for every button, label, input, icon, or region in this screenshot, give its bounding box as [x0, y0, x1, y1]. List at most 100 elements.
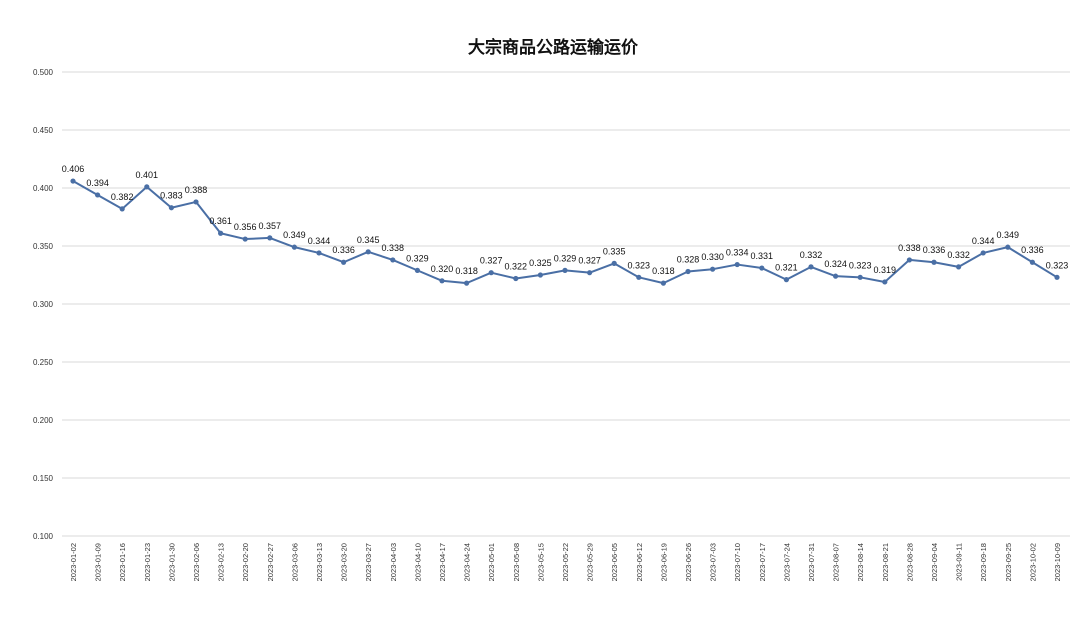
x-tick-label: 2023-08-14: [856, 543, 865, 581]
data-point: [611, 260, 617, 266]
data-point: [365, 249, 371, 255]
x-tick-label: 2023-05-15: [536, 543, 545, 581]
x-tick-label: 2023-07-24: [782, 543, 791, 581]
x-tick-label: 2023-02-13: [217, 543, 226, 581]
data-point: [562, 267, 568, 273]
data-point: [710, 266, 716, 272]
data-point: [439, 278, 445, 284]
data-label: 0.327: [578, 256, 601, 266]
y-axis: 0.100 0.150 0.200 0.250 0.300 0.350 0.400 0.450…: [33, 68, 54, 541]
data-label: 0.331: [751, 251, 774, 261]
data-point: [291, 244, 297, 250]
chart-title: 大宗商品公路运输运价: [468, 38, 638, 58]
y-tick-label: 0.100: [33, 532, 54, 541]
data-label: 0.318: [455, 266, 478, 276]
x-tick-label: 2023-07-17: [758, 543, 767, 581]
data-label: 0.344: [308, 236, 331, 246]
data-label: 0.383: [160, 191, 183, 201]
data-label: 0.328: [677, 255, 700, 265]
data-point: [1005, 244, 1011, 250]
series: [70, 178, 1060, 286]
data-point: [70, 178, 76, 184]
data-point: [906, 257, 913, 263]
x-tick-label: 2023-05-08: [512, 543, 521, 581]
data-label: 0.329: [554, 253, 577, 263]
y-tick-label: 0.150: [33, 474, 54, 483]
x-tick-label: 2023-05-22: [561, 543, 570, 581]
x-tick-label: 2023-01-23: [143, 543, 152, 581]
data-point: [464, 280, 470, 286]
data-label: 0.406: [62, 164, 85, 174]
data-point: [833, 273, 839, 279]
data-label: 0.319: [874, 265, 897, 275]
data-label: 0.330: [701, 252, 724, 262]
data-point: [513, 275, 519, 282]
data-point: [759, 265, 765, 271]
x-tick-label: 2023-09-18: [979, 543, 988, 581]
data-point: [316, 250, 322, 256]
data-point: [734, 261, 740, 268]
data-label: 0.338: [382, 243, 405, 253]
y-tick-label: 0.200: [33, 416, 54, 425]
data-point: [95, 192, 101, 198]
x-tick-label: 2023-05-01: [487, 543, 496, 581]
data-label: 0.323: [1046, 260, 1069, 270]
x-tick-label: 2023-06-19: [659, 543, 668, 581]
data-point: [660, 280, 667, 286]
data-label: 0.329: [406, 253, 429, 263]
y-tick-label: 0.500: [33, 68, 54, 77]
data-label: 0.334: [726, 248, 749, 258]
x-tick-label: 2023-04-17: [438, 543, 447, 581]
data-point: [341, 259, 347, 265]
data-point: [1029, 259, 1035, 265]
y-tick-label: 0.300: [33, 300, 54, 309]
x-tick-label: 2023-02-20: [241, 543, 250, 581]
data-point: [218, 230, 224, 236]
x-tick-label: 2023-03-27: [364, 543, 373, 581]
data-point: [488, 270, 494, 276]
data-point: [882, 279, 888, 285]
data-label: 0.349: [997, 230, 1020, 240]
data-point: [980, 250, 986, 256]
data-point: [808, 264, 814, 270]
x-tick-label: 2023-08-28: [905, 543, 914, 581]
data-label: 0.357: [259, 221, 282, 231]
data-label: 0.322: [505, 261, 528, 271]
x-tick-label: 2023-02-27: [266, 543, 275, 581]
x-tick-label: 2023-09-04: [930, 543, 939, 581]
x-tick-label: 2023-04-24: [463, 543, 472, 581]
data-point: [390, 257, 396, 263]
data-label: 0.325: [529, 258, 552, 268]
data-point: [685, 268, 691, 275]
data-label: 0.338: [898, 243, 921, 253]
data-label: 0.332: [947, 250, 970, 260]
data-point: [1054, 274, 1060, 280]
x-tick-label: 2023-01-30: [167, 543, 176, 581]
data-label: 0.320: [431, 264, 454, 274]
data-label: 0.361: [209, 216, 232, 226]
data-point: [242, 236, 248, 242]
data-label: 0.356: [234, 222, 257, 232]
data-label: 0.332: [800, 250, 823, 260]
data-label: 0.318: [652, 266, 675, 276]
data-point: [587, 270, 593, 276]
data-label: 0.335: [603, 246, 626, 256]
x-tick-label: 2023-08-07: [832, 543, 841, 581]
data-label: 0.394: [86, 178, 109, 188]
data-label: 0.336: [332, 245, 355, 255]
x-tick-label: 2023-10-02: [1028, 543, 1037, 581]
x-tick-label: 2023-09-25: [1004, 543, 1013, 581]
y-tick-label: 0.350: [33, 242, 54, 251]
data-label: 0.336: [923, 245, 946, 255]
x-tick-label: 2023-06-26: [684, 543, 693, 581]
data-point: [956, 264, 962, 270]
data-point: [267, 235, 273, 241]
x-tick-label: 2023-05-29: [586, 543, 595, 581]
data-label: 0.349: [283, 230, 306, 240]
x-tick-label: 2023-10-09: [1053, 543, 1062, 581]
data-label: 0.388: [185, 185, 208, 195]
data-label: 0.321: [775, 263, 798, 273]
